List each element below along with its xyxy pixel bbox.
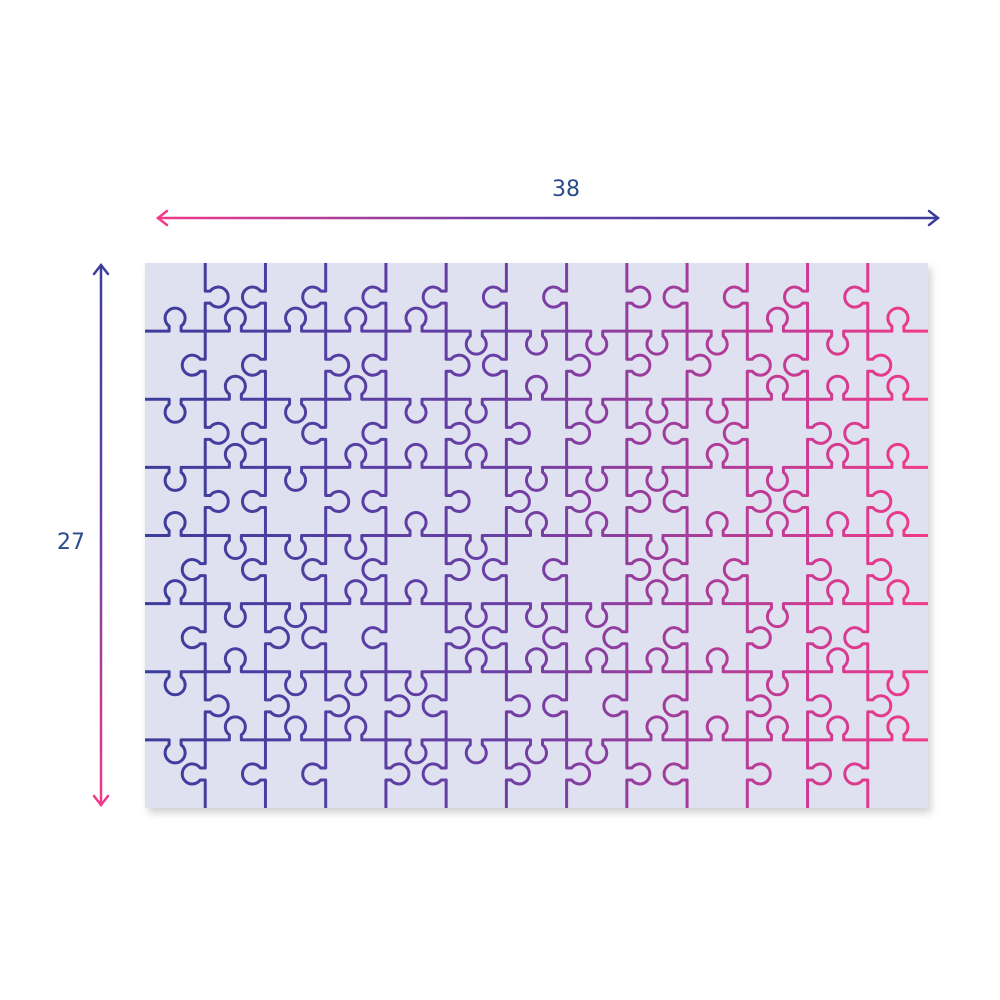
puzzle-horizontal-edge xyxy=(145,442,928,492)
width-arrow xyxy=(155,209,941,227)
puzzle-piece-edges xyxy=(145,263,928,808)
width-label: 38 xyxy=(552,177,580,202)
puzzle-horizontal-edge xyxy=(145,306,928,356)
puzzle-horizontal-edge xyxy=(145,511,928,560)
puzzle-horizontal-edge xyxy=(145,715,928,765)
puzzle-horizontal-edge xyxy=(145,579,928,629)
puzzle-horizontal-edge xyxy=(145,374,928,424)
height-arrow xyxy=(92,262,110,808)
puzzle-horizontal-edge xyxy=(145,647,928,697)
height-label: 27 xyxy=(57,530,85,555)
